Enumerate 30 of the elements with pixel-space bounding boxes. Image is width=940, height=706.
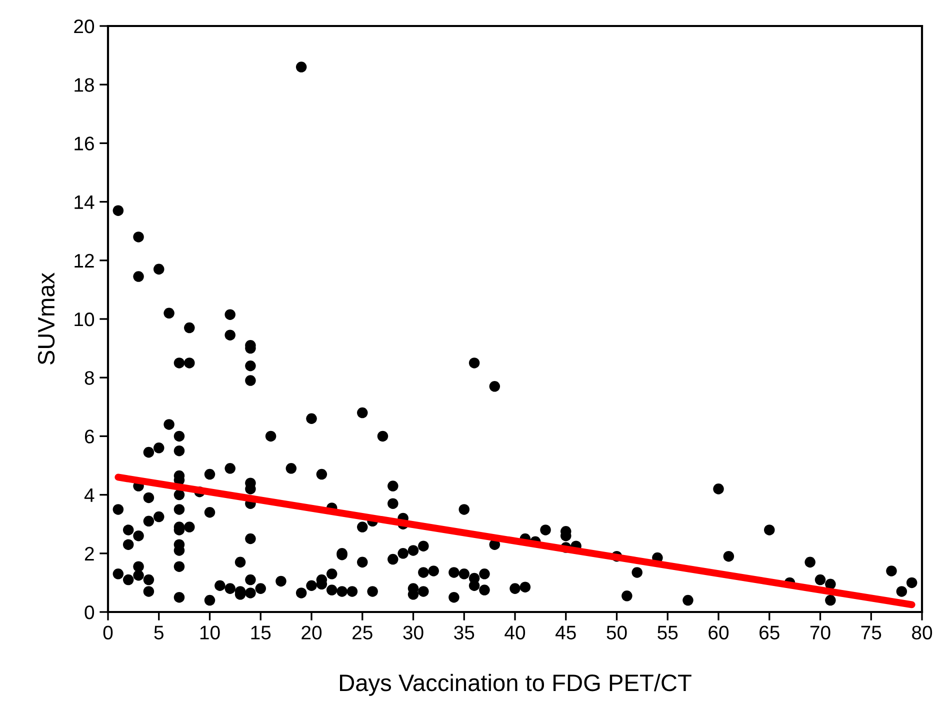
x-tick-label: 25 <box>352 626 372 640</box>
x-tick-label: 5 <box>154 626 164 640</box>
y-tick-label: 20 <box>74 19 94 34</box>
y-tick-label: 10 <box>74 312 94 326</box>
y-tick-label: 16 <box>74 136 94 150</box>
x-tick-label: 30 <box>403 626 424 640</box>
y-tick-label: 14 <box>74 195 94 209</box>
y-tick-label: 18 <box>74 78 94 92</box>
x-tick-label: 10 <box>200 626 220 640</box>
y-tick-label: 8 <box>84 371 94 385</box>
x-tick-label: 15 <box>251 626 271 640</box>
y-tick-label: 12 <box>74 254 94 268</box>
y-axis-title: SUVmax <box>38 272 55 365</box>
x-tick-label: 0 <box>103 626 113 640</box>
x-tick-label: 45 <box>556 626 576 640</box>
y-tick-label: 0 <box>84 605 94 620</box>
x-tick-label: 50 <box>606 626 627 640</box>
x-axis-title: Days Vaccination to FDG PET/CT <box>340 674 692 696</box>
x-tick-label: 70 <box>810 626 830 640</box>
x-tick-label: 60 <box>708 626 729 640</box>
x-tick-label: 35 <box>454 626 474 640</box>
x-tick-label: 40 <box>504 626 526 640</box>
y-tick-label: 2 <box>84 546 94 560</box>
y-tick-label: 4 <box>84 488 94 502</box>
y-tick-label: 6 <box>84 430 94 444</box>
x-tick-label: 75 <box>861 626 882 640</box>
x-tick-label: 20 <box>302 626 322 640</box>
x-tick-label: 80 <box>912 626 932 640</box>
x-tick-label: 55 <box>658 626 678 640</box>
x-tick-label: 65 <box>760 626 780 640</box>
